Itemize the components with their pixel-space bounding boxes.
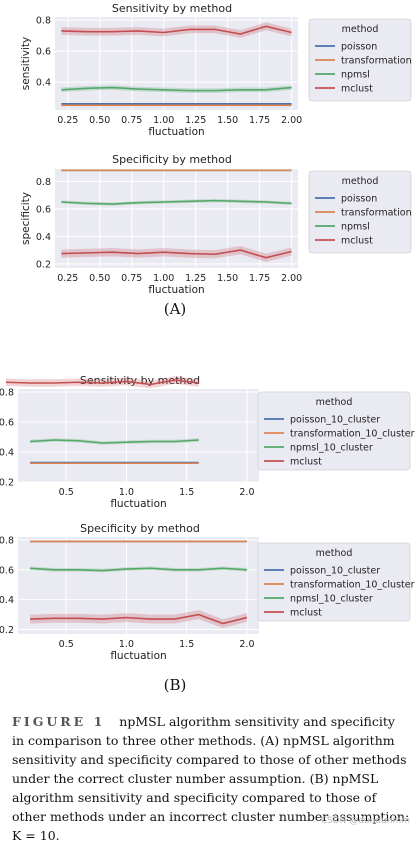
y-tick-label: 0.8	[36, 16, 51, 27]
legend-box	[308, 170, 412, 254]
x-axis-label: fluctuation	[110, 498, 166, 510]
y-tick-label: 0.6	[36, 47, 51, 58]
series-line-mclust	[61, 249, 292, 259]
x-tick-label: 1.00	[153, 273, 174, 284]
x-tick-label: 0.50	[89, 273, 110, 284]
legend-box	[257, 391, 411, 471]
x-tick-label: 1.0	[119, 487, 134, 498]
x-tick-label: 1.50	[217, 115, 238, 126]
chart-4: 0.20.40.60.80.5 1.0 1.5 2.0fluctuationspeci…	[0, 522, 415, 662]
chart-title: Sensitivity by method	[112, 2, 232, 15]
y-tick-label: 0.8	[36, 177, 51, 188]
x-tick-label: 0.75	[121, 115, 142, 126]
legend-title: method	[316, 397, 353, 408]
y-axis-label: specificity	[20, 192, 32, 245]
legend-label: poisson_10_cluster	[290, 566, 380, 577]
legend: method poisson_10_cluster transformation_1…	[257, 391, 415, 471]
chart-title: Specificity by method	[112, 153, 232, 166]
y-tick-label: 0.4	[36, 78, 51, 89]
x-tick-label: 0.5	[59, 639, 74, 650]
chart-title: Specificity by method	[80, 522, 200, 535]
x-tick-label: 0.5	[59, 487, 74, 498]
legend-label: transformation	[341, 56, 412, 67]
y-tick-label: 0.6	[0, 418, 14, 429]
legend-label: npmsl_10_cluster	[290, 443, 373, 454]
panel-label-a: (A)	[164, 300, 187, 318]
x-tick-label: 0.75	[121, 273, 142, 284]
y-tick-label: 0.4	[0, 448, 14, 459]
y-tick-label: 0.4	[0, 595, 14, 606]
panel-label-b: (B)	[164, 676, 187, 694]
legend-label: poisson	[341, 42, 377, 53]
series-line-npmsl	[30, 567, 247, 572]
x-tick-label: 0.50	[89, 115, 110, 126]
figure-caption: FIGURE 1 npMSL algorithm sensitivity and …	[12, 712, 410, 845]
legend-label: npmsl	[341, 70, 370, 81]
x-axis-label: fluctuation	[110, 650, 166, 662]
chart-1: 0.4 0.6 0.8 0.25 0.50 0.75 1.00 1.25 1.50 1.75 2.0…	[20, 2, 412, 138]
y-tick-label: 0.2	[0, 478, 14, 489]
legend-title: method	[342, 24, 379, 35]
watermark: CSDN @dundunmm	[320, 816, 410, 826]
x-tick-label: 1.5	[179, 639, 194, 650]
confidence-band-mclust	[61, 246, 292, 262]
x-tick-label: 1.25	[185, 115, 206, 126]
x-tick-label: 1.75	[249, 273, 270, 284]
series-line-mclust	[5, 379, 199, 386]
x-tick-label: 0.25	[57, 115, 78, 126]
legend-title: method	[342, 176, 379, 187]
chart-2: 0.2 0.4 0.6 0.8 0.25 0.50 0.75 1.00 1.25 1.50 1.75…	[20, 153, 412, 296]
legend: method poisson transformation npmsl mclust	[308, 170, 412, 254]
y-tick-label: 0.6	[36, 204, 51, 215]
series-line-mclust	[30, 613, 248, 625]
legend-label: npmsl_10_cluster	[290, 594, 373, 605]
y-tick-label: 0.2	[36, 259, 51, 270]
chart-title: Sensitivity by method	[80, 374, 200, 387]
x-tick-label: 1.75	[249, 115, 270, 126]
x-tick-label: 1.5	[179, 487, 194, 498]
series-line-npmsl	[61, 199, 292, 205]
plot-area	[55, 169, 298, 268]
legend-label: mclust	[290, 457, 322, 468]
legend-label: transformation_10_cluster	[290, 429, 415, 440]
x-tick-label: 2.00	[281, 273, 302, 284]
x-tick-label: 0.25	[57, 273, 78, 284]
series-line-mclust	[61, 25, 292, 35]
legend: method poisson transformation npmsl mclust	[308, 18, 412, 102]
x-axis-label: fluctuation	[148, 284, 204, 296]
plot-area	[18, 389, 259, 482]
legend-label: poisson_10_cluster	[290, 415, 380, 426]
legend-label: transformation_10_cluster	[290, 580, 415, 591]
x-axis-label: fluctuation	[148, 126, 204, 138]
x-tick-label: 2.0	[239, 639, 254, 650]
x-tick-label: 1.50	[217, 273, 238, 284]
chart-3: 0.20.40.60.80.5 1.0 1.5 2.0fluctuationsensi…	[0, 374, 415, 510]
legend-label: mclust	[341, 84, 373, 95]
y-axis-label: sensitivity	[20, 37, 32, 90]
y-tick-label: 0.8	[0, 535, 14, 546]
legend-label: mclust	[290, 608, 322, 619]
x-tick-label: 2.0	[239, 487, 254, 498]
legend-title: method	[316, 548, 353, 559]
x-tick-label: 1.00	[153, 115, 174, 126]
legend-label: npmsl	[341, 222, 370, 233]
legend-label: mclust	[341, 236, 373, 247]
x-tick-label: 1.0	[119, 639, 134, 650]
legend-box	[257, 542, 411, 622]
series-line-npmsl	[30, 439, 199, 444]
x-tick-label: 2.00	[281, 115, 302, 126]
legend-label: poisson	[341, 194, 377, 205]
x-tick-label: 1.25	[185, 273, 206, 284]
y-tick-label: 0.8	[0, 388, 14, 399]
legend-label: transformation	[341, 208, 412, 219]
caption-label: FIGURE 1	[12, 714, 106, 729]
legend-box	[308, 18, 412, 102]
y-tick-label: 0.6	[0, 565, 14, 576]
caption-text: npMSL algorithm sensitivity and specific…	[12, 714, 410, 843]
series-line-npmsl	[61, 86, 292, 92]
y-tick-label: 0.2	[0, 625, 14, 636]
legend: method poisson_10_cluster transformation_1…	[257, 542, 415, 622]
y-tick-label: 0.4	[36, 232, 51, 243]
